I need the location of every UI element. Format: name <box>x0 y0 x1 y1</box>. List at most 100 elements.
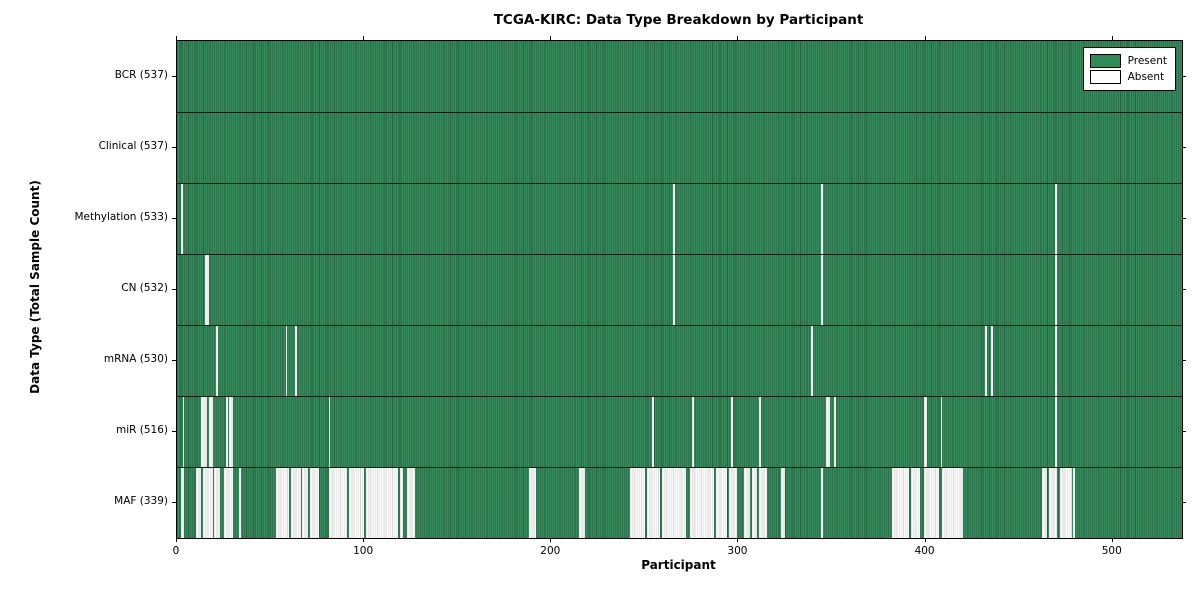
absent-bar <box>1073 467 1076 538</box>
x-tick <box>176 538 177 542</box>
absent-bar <box>579 467 585 538</box>
absent-bar <box>1054 183 1057 254</box>
x-tick <box>737 36 739 40</box>
absent-bar <box>276 467 290 538</box>
x-tick <box>737 538 739 542</box>
absent-bar <box>229 396 234 467</box>
absent-bar <box>1060 467 1072 538</box>
absent-bar <box>826 396 831 467</box>
y-tick <box>1182 501 1186 503</box>
row-separator <box>177 112 1182 113</box>
y-tick-label: BCR (537) <box>114 68 168 81</box>
x-tick <box>1111 36 1113 40</box>
absent-bar <box>672 254 675 325</box>
absent-bar <box>730 396 733 467</box>
absent-bar <box>201 396 207 467</box>
absent-bar <box>751 467 758 538</box>
absent-bar <box>652 396 655 467</box>
y-tick <box>1182 359 1186 361</box>
absent-bar <box>729 467 737 538</box>
y-tick <box>172 501 176 503</box>
x-tick <box>924 36 926 40</box>
x-tick <box>363 36 365 40</box>
y-tick-label: CN (532) <box>121 281 168 294</box>
absent-bar <box>781 467 786 538</box>
x-tick-label: 100 <box>353 545 374 557</box>
absent-bar <box>407 467 415 538</box>
row-separator <box>177 254 1182 255</box>
x-tick <box>176 36 177 40</box>
y-tick <box>172 288 176 290</box>
absent-bar <box>328 467 348 538</box>
row-separator <box>177 467 1182 468</box>
absent-bar <box>366 467 398 538</box>
absent-bar <box>1054 396 1057 467</box>
x-tick <box>363 538 365 542</box>
absent-bar <box>302 467 308 538</box>
y-tick-label: Clinical (537) <box>98 139 168 152</box>
absent-bar <box>180 183 183 254</box>
x-tick <box>550 36 552 40</box>
legend-item-label: Present <box>1127 55 1167 67</box>
absent-bar <box>182 396 185 467</box>
absent-bar <box>891 467 909 538</box>
absent-bar <box>1054 254 1057 325</box>
absent-bar <box>1049 467 1057 538</box>
absent-bar <box>238 467 241 538</box>
x-tick <box>1111 538 1113 542</box>
absent-bar <box>291 467 301 538</box>
absent-bar <box>715 467 728 538</box>
x-tick-label: 0 <box>172 545 180 557</box>
absent-swatch <box>1089 70 1121 84</box>
absent-bar <box>195 467 202 538</box>
absent-bar <box>399 467 404 538</box>
y-tick-label: mRNA (530) <box>103 352 168 365</box>
absent-bar <box>223 467 234 538</box>
chart-title: TCGA-KIRC: Data Type Breakdown by Partic… <box>493 12 864 28</box>
row-separator <box>177 325 1182 326</box>
row-mRNA <box>177 325 1182 396</box>
absent-bar <box>646 467 660 538</box>
absent-bar <box>910 467 920 538</box>
absent-bar <box>942 467 964 538</box>
x-tick-label: 500 <box>1101 545 1122 557</box>
absent-bar <box>923 396 928 467</box>
x-axis-label: Participant <box>641 558 716 572</box>
absent-bar <box>180 467 185 538</box>
row-separator <box>177 396 1182 397</box>
absent-bar <box>309 467 320 538</box>
legend-item: Absent <box>1089 70 1167 84</box>
absent-bar <box>744 467 750 538</box>
row-Clinical <box>177 112 1182 183</box>
absent-bar <box>294 325 297 396</box>
row-separator <box>177 183 1182 184</box>
absent-bar <box>820 183 823 254</box>
absent-bar <box>691 396 694 467</box>
absent-bar <box>349 467 365 538</box>
absent-bar <box>203 467 213 538</box>
absent-bar <box>205 254 209 325</box>
x-tick <box>550 538 552 542</box>
absent-bar <box>328 396 331 467</box>
plot-area: Present Absent <box>176 40 1183 539</box>
absent-bar <box>991 325 993 396</box>
y-tick-label: MAF (339) <box>114 494 168 507</box>
y-tick <box>1182 430 1186 432</box>
y-tick-label: miR (516) <box>115 423 168 436</box>
absent-bar <box>214 467 221 538</box>
y-tick-label: Methylation (533) <box>74 210 168 223</box>
row-BCR <box>177 41 1182 112</box>
row-MAF <box>177 467 1182 538</box>
y-tick <box>1182 288 1186 290</box>
legend-item-label: Absent <box>1127 71 1165 83</box>
absent-bar <box>528 467 537 538</box>
legend: Present Absent <box>1082 47 1176 91</box>
absent-bar <box>689 467 715 538</box>
y-tick <box>1182 217 1186 219</box>
row-Methylation <box>177 183 1182 254</box>
absent-bar <box>225 396 228 467</box>
absent-bar <box>940 396 943 467</box>
absent-bar <box>285 325 288 396</box>
absent-bar <box>985 325 988 396</box>
absent-bar <box>759 396 761 467</box>
